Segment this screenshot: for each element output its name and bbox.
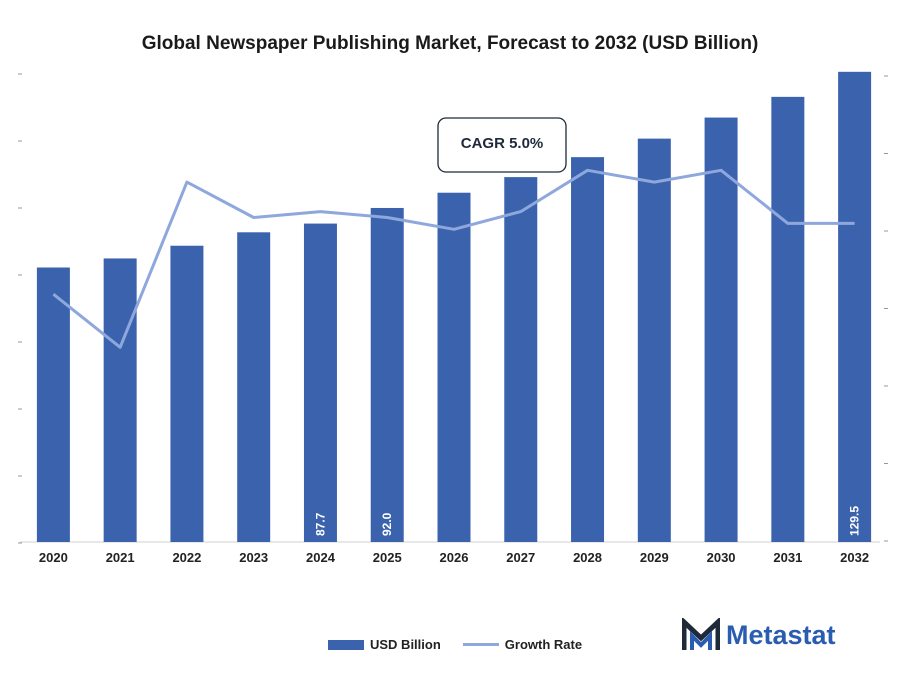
bar-2020 bbox=[36, 267, 70, 542]
bar-2023 bbox=[237, 232, 271, 542]
legend-swatch-bar bbox=[328, 639, 364, 650]
x-tick-label-2027: 2027 bbox=[506, 550, 535, 565]
growth-rate-line bbox=[52, 168, 855, 349]
x-tick-labels: 2020 2021 2022 2023 2024 2025 2026 2027 2028 2029… bbox=[39, 550, 869, 565]
bar-2024 bbox=[303, 223, 337, 542]
brand-name: Metastat bbox=[726, 619, 836, 650]
x-tick-label-2024: 2024 bbox=[306, 550, 336, 565]
x-tick-label-2030: 2030 bbox=[707, 550, 736, 565]
bar-2028 bbox=[571, 157, 605, 542]
cagr-label: CAGR 5.0% bbox=[461, 135, 544, 152]
x-tick-label-2021: 2021 bbox=[106, 550, 135, 565]
right-axis-ticks bbox=[884, 75, 888, 542]
legend-item-growth-rate: Growth Rate bbox=[462, 637, 583, 652]
chart-title: Global Newspaper Publishing Market, Fore… bbox=[141, 33, 759, 54]
data-label-2032: 129.5 bbox=[848, 506, 862, 536]
x-tick-label-2032: 2032 bbox=[840, 550, 869, 565]
bar-2027 bbox=[504, 177, 538, 542]
bar-2025 bbox=[370, 207, 404, 542]
data-label-2025: 92.0 bbox=[380, 512, 394, 536]
legend-item-usd-billion: USD Billion bbox=[328, 637, 441, 652]
x-tick-label-2022: 2022 bbox=[172, 550, 201, 565]
legend-label-usd-billion: USD Billion bbox=[370, 637, 441, 652]
x-tick-label-2020: 2020 bbox=[39, 550, 68, 565]
bar-2026 bbox=[437, 192, 471, 542]
x-tick-label-2029: 2029 bbox=[640, 550, 669, 565]
bar-2021 bbox=[103, 258, 137, 542]
metastat-m-icon bbox=[682, 618, 720, 650]
data-label-2024: 87.7 bbox=[313, 512, 327, 536]
legend-label-growth-rate: Growth Rate bbox=[504, 637, 583, 652]
bar-2032 bbox=[838, 71, 872, 543]
bar-2031 bbox=[771, 96, 805, 543]
cagr-annotation: CAGR 5.0% bbox=[437, 117, 567, 173]
legend: USD Billion Growth Rate bbox=[328, 637, 604, 652]
bar-data-labels: 87.7 92.0 129.5 bbox=[313, 506, 861, 536]
x-tick-label-2025: 2025 bbox=[373, 550, 402, 565]
left-axis-ticks bbox=[18, 73, 22, 544]
growth-line-series bbox=[52, 168, 855, 349]
cagr-box bbox=[437, 117, 567, 173]
bar-2030 bbox=[704, 117, 738, 542]
x-tick-label-2028: 2028 bbox=[573, 550, 602, 565]
brand-logo: Metastat bbox=[682, 618, 836, 652]
bar-series bbox=[36, 71, 872, 543]
x-tick-label-2023: 2023 bbox=[239, 550, 268, 565]
bar-2029 bbox=[637, 138, 671, 543]
legend-swatch-line bbox=[462, 643, 499, 646]
bar-2022 bbox=[170, 245, 204, 542]
x-tick-label-2026: 2026 bbox=[440, 550, 469, 565]
x-tick-label-2031: 2031 bbox=[773, 550, 802, 565]
